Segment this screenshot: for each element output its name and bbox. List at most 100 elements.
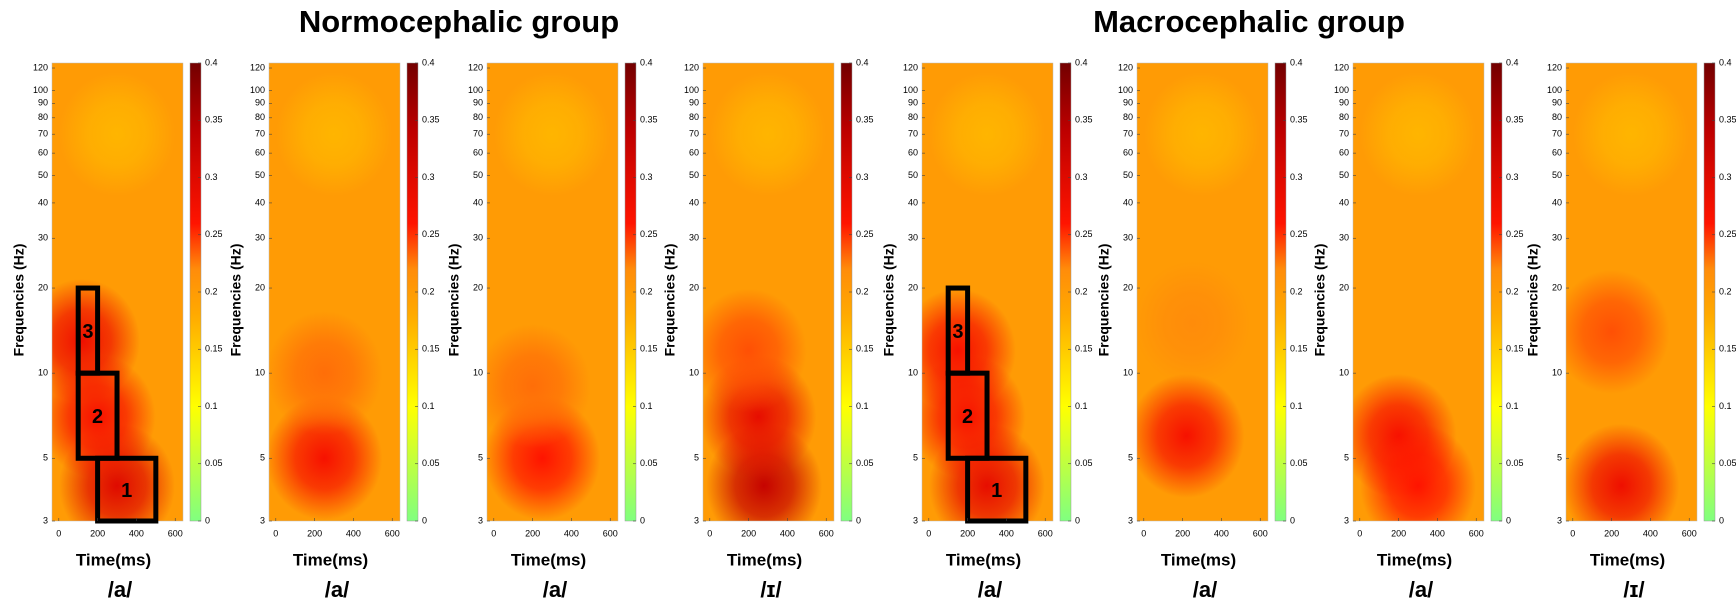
y-tick-label: 60	[1339, 148, 1349, 158]
colorbar-tick-label: 0.4	[1290, 57, 1303, 67]
y-tick-label: 40	[473, 197, 483, 207]
x-axis-label: Time(ms)	[511, 550, 586, 569]
colorbar-tick-label: 0.2	[640, 286, 653, 296]
x-tick-label: 600	[819, 528, 834, 538]
y-tick-label: 30	[908, 233, 918, 243]
y-tick-label: 60	[689, 148, 699, 158]
plot-frame	[1352, 62, 1485, 522]
hotspot	[276, 72, 393, 197]
colorbar-tick-label: 0.15	[422, 344, 440, 354]
colorbar-tick-label: 0.4	[422, 57, 435, 67]
hotspot	[929, 72, 1046, 197]
y-tick-label: 5	[1344, 453, 1349, 463]
colorbar-tick-label: 0.15	[640, 344, 658, 354]
colorbar-tick-label: 0.4	[205, 57, 218, 67]
y-tick-label: 70	[689, 129, 699, 139]
x-tick-label: 200	[741, 528, 756, 538]
colorbar-tick-label: 0.3	[1290, 172, 1303, 182]
colorbar-tick-label: 0.25	[422, 229, 440, 239]
phoneme-label: /a/	[108, 577, 132, 602]
x-tick-label: 600	[1253, 528, 1268, 538]
y-tick-label: 90	[689, 98, 699, 108]
colorbar-tick-label: 0.05	[1075, 458, 1093, 468]
x-tick-label: 200	[90, 528, 105, 538]
y-tick-label: 70	[255, 129, 265, 139]
roi-label: 1	[121, 480, 132, 502]
colorbar-tick-label: 0.3	[1506, 172, 1519, 182]
x-tick-label: 0	[707, 528, 712, 538]
phoneme-label: /a/	[543, 577, 567, 602]
y-tick-label: 80	[1552, 112, 1562, 122]
y-tick-label: 80	[255, 112, 265, 122]
colorbar-tick-label: 0.25	[1506, 229, 1524, 239]
x-tick-label: 600	[1038, 528, 1053, 538]
y-tick-label: 40	[255, 197, 265, 207]
y-tick-label: 120	[1334, 62, 1349, 72]
colorbar-tick-label: 0.4	[640, 57, 653, 67]
y-tick-label: 60	[1123, 148, 1133, 158]
y-tick-label: 40	[1552, 197, 1562, 207]
colorbar-tick-label: 0.1	[1075, 401, 1088, 411]
colorbar-tick-label: 0.3	[640, 172, 653, 182]
y-tick-label: 20	[255, 282, 265, 292]
colorbar-tick-label: 0.05	[1506, 458, 1524, 468]
colorbar-tick-label: 0.4	[1719, 57, 1732, 67]
y-tick-label: 90	[1339, 98, 1349, 108]
roi-label: 3	[952, 321, 963, 343]
colorbar-tick-label: 0.35	[1719, 115, 1736, 125]
plot-frame	[1136, 62, 1269, 522]
y-axis-label: Frequencies (Hz)	[228, 244, 244, 357]
x-tick-label: 0	[273, 528, 278, 538]
y-axis-label: Frequencies (Hz)	[881, 244, 897, 357]
colorbar-tick-label: 0.3	[422, 172, 435, 182]
colorbar-tick-label: 0	[1719, 515, 1724, 525]
heatmap-layer	[1353, 72, 1477, 521]
y-tick-label: 3	[913, 515, 918, 525]
x-tick-label: 400	[780, 528, 795, 538]
heatmap-layer	[269, 72, 393, 521]
y-tick-label: 10	[255, 368, 265, 378]
y-tick-label: 3	[1344, 515, 1349, 525]
y-tick-label: 60	[908, 148, 918, 158]
y-tick-label: 90	[1123, 98, 1133, 108]
y-tick-label: 90	[1552, 98, 1562, 108]
hotspot	[494, 72, 611, 197]
y-tick-label: 100	[1547, 85, 1562, 95]
y-tick-label: 60	[473, 148, 483, 158]
colorbar-tick-label: 0.35	[1506, 115, 1524, 125]
x-tick-label: 400	[129, 528, 144, 538]
hotspot	[1573, 72, 1690, 197]
y-tick-label: 5	[694, 453, 699, 463]
colorbar-tick-label: 0.1	[1290, 401, 1303, 411]
x-axis-label: Time(ms)	[76, 550, 151, 569]
x-axis-label: Time(ms)	[1377, 550, 1452, 569]
y-tick-label: 80	[1123, 112, 1133, 122]
y-tick-label: 50	[38, 170, 48, 180]
y-axis-label: Frequencies (Hz)	[1096, 244, 1112, 357]
colorbar-tick-label: 0.1	[1719, 401, 1732, 411]
y-tick-label: 40	[908, 197, 918, 207]
x-tick-label: 200	[960, 528, 975, 538]
y-tick-label: 100	[250, 85, 265, 95]
hotspot	[1360, 72, 1477, 197]
hotspot	[487, 324, 591, 449]
y-tick-label: 100	[903, 85, 918, 95]
y-tick-label: 40	[689, 197, 699, 207]
y-tick-label: 30	[689, 233, 699, 243]
y-tick-label: 70	[1123, 129, 1133, 139]
y-tick-label: 120	[1118, 62, 1133, 72]
y-axis-label: Frequencies (Hz)	[1525, 244, 1541, 357]
hotspot	[1144, 72, 1261, 197]
y-tick-label: 3	[1557, 515, 1562, 525]
colorbar-tick-label: 0.15	[1506, 344, 1524, 354]
x-tick-label: 400	[1430, 528, 1445, 538]
y-tick-label: 20	[1339, 282, 1349, 292]
phoneme-label: /a/	[978, 577, 1002, 602]
y-tick-label: 80	[908, 112, 918, 122]
x-tick-label: 200	[1175, 528, 1190, 538]
x-axis-label: Time(ms)	[727, 550, 802, 569]
colorbar-tick-label: 0.4	[856, 57, 869, 67]
roi-box	[945, 285, 971, 376]
y-tick-label: 3	[694, 515, 699, 525]
